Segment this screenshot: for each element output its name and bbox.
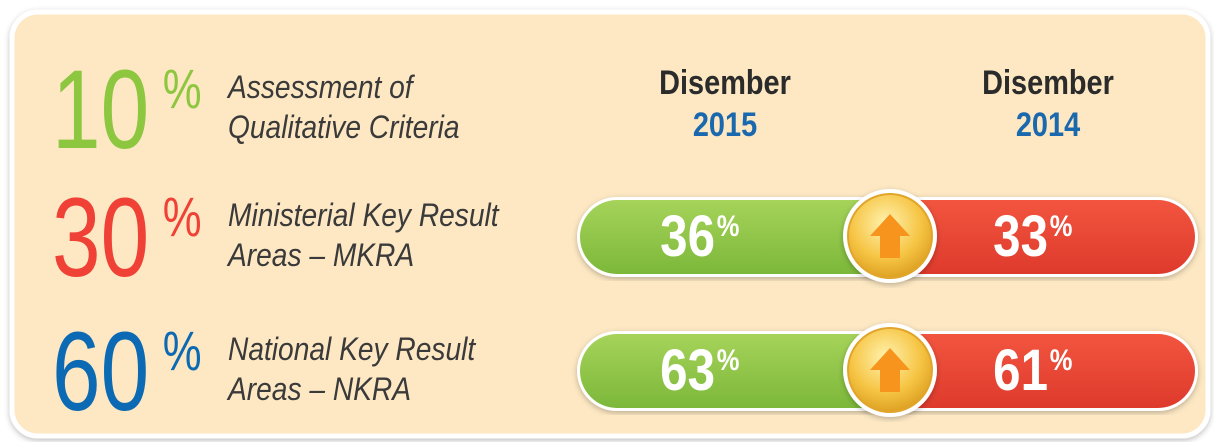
label-line: Assessment of — [226, 70, 415, 105]
value-unit: % — [1050, 209, 1073, 242]
weight-number: 30 — [52, 176, 149, 301]
label-line: National Key Result — [228, 332, 477, 367]
pill-current — [580, 200, 890, 274]
label-line: Ministerial Key Result — [228, 198, 500, 233]
pill-current — [580, 334, 890, 408]
row-label: Ministerial Key Result — [228, 198, 500, 233]
value: 36% — [660, 204, 739, 269]
value-unit: % — [717, 209, 740, 242]
label-line: Areas – MKRA — [226, 238, 414, 273]
label-line: Areas – NKRA — [226, 372, 411, 407]
row-label: Areas – MKRA — [226, 238, 414, 273]
row-label: Areas – NKRA — [226, 372, 411, 407]
row-label: National Key Result — [228, 332, 477, 367]
weight: 10% — [52, 48, 202, 173]
pill-previous — [890, 200, 1195, 274]
header-month: Disember — [659, 63, 791, 102]
value-number: 63 — [660, 338, 715, 403]
row-label: Assessment of — [226, 70, 415, 105]
weight-unit: % — [163, 186, 202, 248]
weight-unit: % — [163, 58, 202, 120]
weight: 30% — [52, 176, 202, 301]
value: 61% — [993, 338, 1072, 403]
weight: 60% — [52, 310, 202, 435]
value-number: 36 — [660, 204, 715, 269]
header-year: 2015 — [693, 105, 757, 144]
value-number: 33 — [993, 204, 1048, 269]
weight-unit: % — [163, 320, 202, 382]
value-unit: % — [1050, 343, 1073, 376]
weight-number: 10 — [52, 48, 149, 173]
weight-number: 60 — [52, 310, 149, 435]
row-label: Qualitative Criteria — [228, 110, 459, 145]
pill-previous — [890, 334, 1195, 408]
value-number: 61 — [993, 338, 1048, 403]
header-month: Disember — [982, 63, 1114, 102]
value: 63% — [660, 338, 739, 403]
header-year: 2014 — [1016, 105, 1081, 144]
value-unit: % — [717, 343, 740, 376]
value: 33% — [993, 204, 1072, 269]
label-line: Qualitative Criteria — [228, 110, 459, 145]
up-arrow — [870, 348, 910, 392]
up-arrow — [870, 214, 910, 258]
